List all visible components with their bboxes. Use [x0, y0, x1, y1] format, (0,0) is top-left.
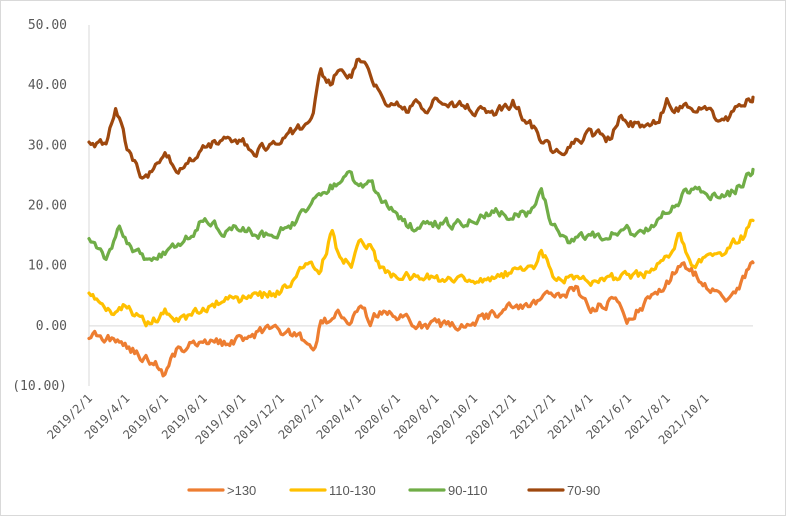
y-tick-label-3: 20.00 [28, 199, 67, 214]
series-line-3 [87, 57, 755, 180]
legend-label-2: 90-110 [448, 483, 488, 498]
series-line-0 [87, 260, 755, 378]
y-tick-label-1: 40.00 [28, 78, 67, 93]
series-group [87, 57, 755, 378]
y-tick-label-2: 30.00 [28, 138, 67, 153]
y-tick-label-5: 0.00 [36, 319, 67, 334]
series-line-2 [87, 167, 755, 262]
legend-label-1: 110-130 [329, 483, 376, 498]
legend-label-0: >130 [227, 483, 256, 498]
y-tick-label-4: 10.00 [28, 259, 67, 274]
y-axis-ticks: 50.00 40.00 30.00 20.00 10.00 0.00 (10.00) [12, 18, 67, 394]
y-tick-label-0: 50.00 [28, 18, 67, 33]
y-tick-label-6: (10.00) [12, 379, 67, 394]
legend-label-3: 70-90 [567, 483, 600, 498]
x-axis-ticks: 2019/2/12019/4/12019/6/12019/8/12019/10/… [44, 391, 711, 447]
legend: >130 110-130 90-110 70-90 [187, 483, 600, 498]
series-line-1 [87, 218, 755, 328]
